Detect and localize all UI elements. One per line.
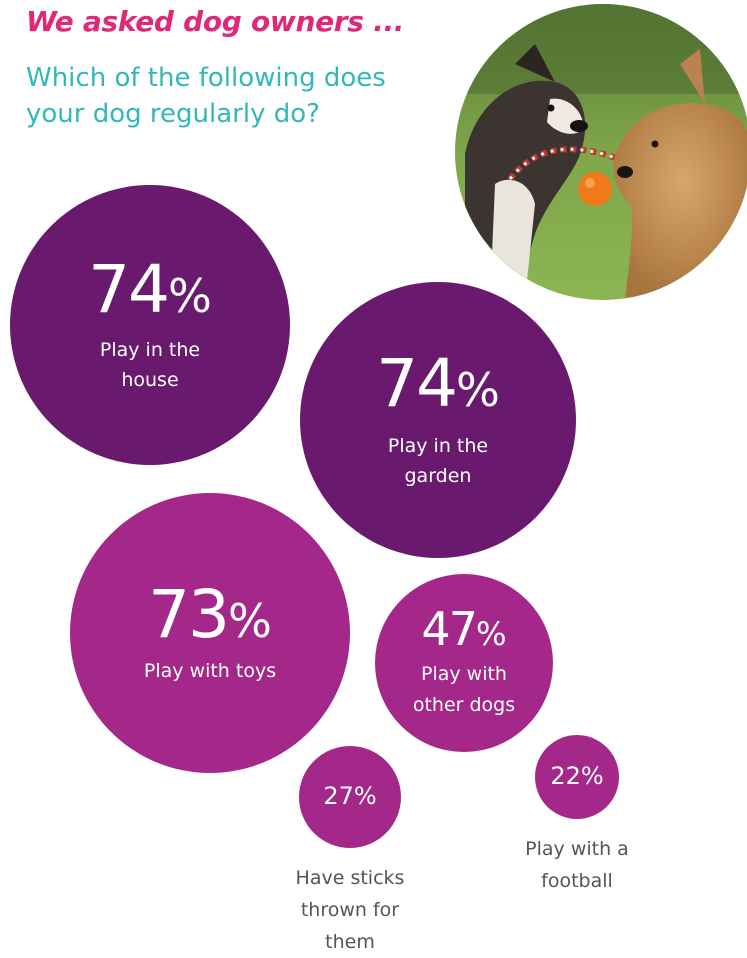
bubble-1: 74% Play in the garden	[300, 282, 576, 558]
bubble-value: 74%	[376, 349, 500, 425]
bubble-label-line: them	[325, 931, 375, 953]
bubble-label-line: Play with a	[525, 838, 629, 860]
bubble-value: 22%	[550, 764, 603, 789]
bubble-value: 74%	[88, 255, 212, 331]
bubble-value: 47%	[421, 605, 506, 658]
bubble-value-unit: %	[580, 762, 604, 791]
bubble-label-line: Play with	[421, 662, 507, 685]
bubble-value-unit: %	[475, 615, 507, 654]
bubble-0: 74% Play in the house	[10, 185, 290, 465]
bubble-value-unit: %	[168, 268, 212, 323]
bubble-label-line: football	[541, 870, 613, 892]
bubble-value-number: 74	[88, 250, 170, 328]
bubble-value-unit: %	[456, 362, 500, 417]
bubble-value-number: 74	[376, 344, 458, 422]
bubble-label-line: Have sticks	[295, 867, 405, 889]
bubble-label: Play in the house	[100, 335, 200, 395]
bubble-label-line: Play in the	[387, 435, 489, 458]
bubble-label: Play in the garden	[388, 431, 488, 491]
bubble-label-line: Play in the	[99, 339, 201, 362]
bubble-label-line: house	[121, 369, 179, 392]
bubble-value-unit: %	[353, 782, 377, 811]
bubble-value: 73%	[148, 580, 272, 656]
bubble-value-number: 73	[148, 575, 230, 653]
bubble-label: Play with toys	[144, 656, 276, 686]
bubble-label-line: other dogs	[412, 693, 516, 716]
bubble-2: 73% Play with toys	[70, 493, 350, 773]
bubble-value-number: 27	[323, 782, 354, 811]
bubble-label-line: thrown for	[300, 899, 400, 921]
bubble-5: 22%	[535, 735, 619, 819]
bubble-outside-label: Have sticks thrown for them	[250, 862, 450, 958]
dogs-playing-photo	[455, 4, 747, 300]
bubble-4: 27%	[299, 746, 401, 848]
dogs-photo-illustration	[455, 4, 747, 300]
bubble-value: 27%	[323, 784, 376, 809]
bubble-label: Play with other dogs	[413, 659, 515, 721]
bubble-value-number: 47	[421, 602, 478, 657]
bubble-label-line: garden	[404, 465, 472, 488]
bubble-label-line: Play with toys	[143, 660, 277, 683]
survey-question: Which of the following does your dog reg…	[26, 63, 386, 129]
page-title: We asked dog owners ...	[26, 5, 405, 38]
bubble-value-number: 22	[550, 762, 581, 791]
bubble-outside-label: Play with a football	[477, 833, 677, 897]
bubble-3: 47% Play with other dogs	[375, 574, 553, 752]
bubble-value-unit: %	[228, 593, 272, 648]
